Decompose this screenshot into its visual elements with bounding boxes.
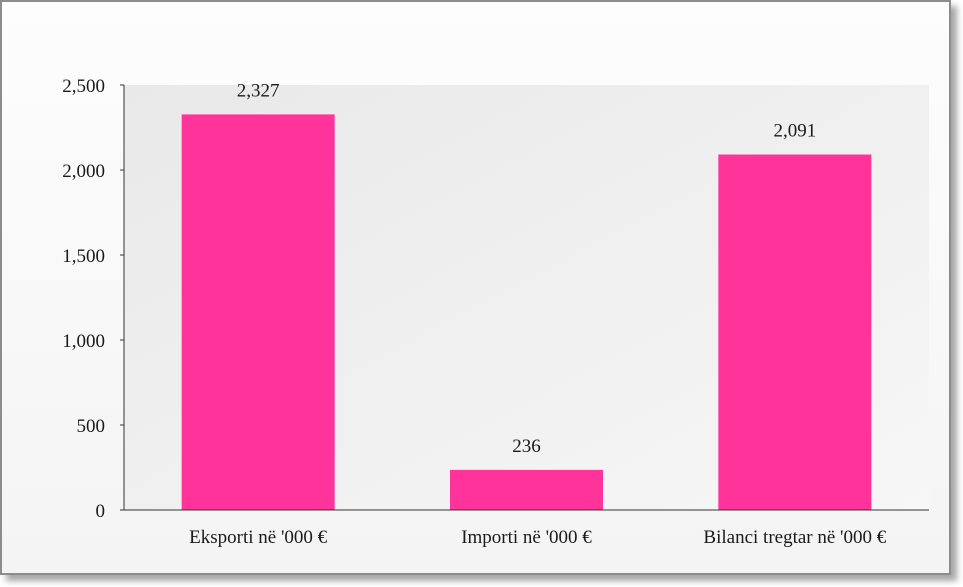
y-tick-label: 0 (96, 501, 106, 522)
y-axis-ticks: 0 500 1,000 1,500 2,000 2,500 (62, 76, 124, 522)
bar-value-label: 236 (512, 436, 541, 457)
bar-chart: 0 500 1,000 1,500 2,000 2,500 2,327 236 2,091 E… (62, 76, 929, 548)
y-tick-label: 2,000 (62, 161, 105, 182)
bars (181, 114, 872, 510)
bar (450, 469, 603, 510)
chart-frame: 0 500 1,000 1,500 2,000 2,500 2,327 236 2,091 E… (0, 0, 951, 575)
bar (181, 114, 335, 510)
x-category-label: Importi në '000 € (461, 527, 592, 548)
y-tick-label: 1,500 (62, 246, 105, 267)
y-tick-label: 500 (77, 416, 106, 437)
data-labels: 2,327 236 2,091 (237, 80, 816, 456)
bar (718, 154, 872, 510)
x-axis-labels: Eksporti në '000 € Importi në '000 € Bilan… (189, 527, 887, 548)
bar-value-label: 2,091 (773, 121, 816, 142)
y-tick-label: 1,000 (62, 331, 105, 352)
x-category-label: Bilanci tregtar në '000 € (703, 527, 886, 548)
y-tick-label: 2,500 (62, 76, 105, 97)
x-category-label: Eksporti në '000 € (189, 527, 327, 548)
bar-value-label: 2,327 (237, 80, 280, 101)
